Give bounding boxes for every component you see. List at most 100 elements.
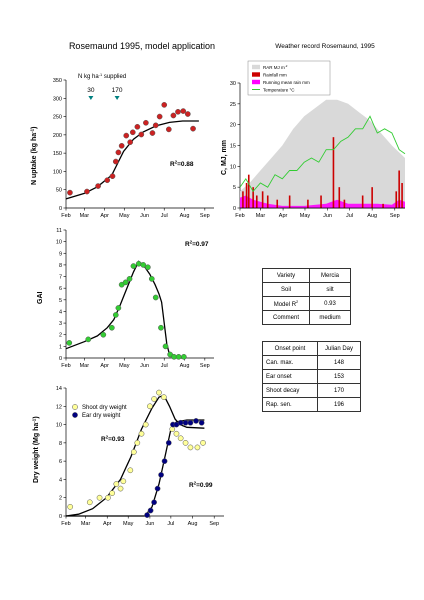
shoot-dry-weight-point	[177, 435, 184, 442]
ear-dry-weight-point	[193, 418, 199, 424]
n-uptake-r2-label: R2=0.88	[170, 160, 194, 168]
onset-header-key: Onset point	[262, 341, 318, 356]
model-r2-key-text: Model R	[273, 302, 297, 308]
weather-rainfall-bar	[276, 199, 279, 208]
gai-point	[162, 343, 169, 350]
ear-legend-label: Ear dry weight	[82, 413, 121, 419]
weather-rainfall-bar	[332, 137, 335, 208]
n-uptake-point	[67, 189, 73, 196]
weather-radiation-area	[240, 99, 405, 208]
n-uptake-point	[161, 102, 168, 108]
onset-row-shoot-decay: Shoot decay 170	[262, 383, 361, 398]
gai-y-label: GAI	[37, 292, 44, 305]
shoot-r2-label: R2=0.93	[101, 435, 125, 443]
dry-weight-x-tick-label: Jul	[167, 521, 174, 527]
weather-temperature-line	[239, 115, 406, 193]
gai-x-tick-label: Feb	[61, 363, 70, 369]
gai-point	[181, 353, 187, 360]
gai-point	[140, 262, 147, 268]
shoot-dry-weight-point	[142, 421, 149, 428]
n-application-marker	[88, 96, 94, 100]
onset-row-rap-sen: Rap. sen. 196	[262, 397, 361, 412]
gai-point	[130, 263, 137, 269]
dry-weight-y-tick-label: 4	[59, 477, 62, 483]
n-uptake-x-tick-label: Feb	[61, 213, 70, 219]
onset-row-ear-onset: Ear onset 153	[262, 369, 361, 384]
gai-x-tick-label: May	[119, 363, 130, 369]
weather-legend-swatch	[252, 64, 260, 70]
weather-x-tick-label: Feb	[235, 213, 244, 219]
gai-y-tick-label: 1	[59, 344, 62, 350]
dry-weight-x-tick-label: May	[123, 521, 134, 527]
dry-weight-y-tick-label: 14	[56, 386, 62, 392]
n-uptake-point	[115, 149, 122, 156]
gai-x-tick-label: Jun	[140, 363, 149, 369]
n-uptake-point	[84, 188, 90, 195]
weather-rainfall-bar	[242, 191, 244, 208]
gai-x-tick-label: Sep	[200, 363, 210, 369]
gai-point	[158, 324, 164, 331]
weather-rainfall-bar	[261, 191, 264, 208]
variety-value: Mercia	[309, 268, 351, 283]
ear-dry-weight-point	[198, 419, 205, 426]
onset-table: Onset point Julian Day Can. max. 148 Ear…	[262, 341, 361, 412]
weather-y-tick-label: 0	[233, 206, 236, 212]
gai-point	[100, 331, 107, 338]
shoot-dry-weight-point	[117, 485, 124, 492]
weather-rainfall-bar	[307, 199, 309, 208]
ear-model-line	[66, 419, 205, 517]
n-uptake-x-tick-label: May	[119, 213, 130, 219]
shoot-dry-weight-point	[187, 444, 194, 451]
weather-rainfall-bar	[247, 174, 250, 208]
n-uptake-x-tick-label: Aug	[180, 213, 190, 219]
dry-weight-y-tick-label: 8	[59, 441, 62, 447]
ear-dry-weight-point	[147, 507, 154, 514]
n-uptake-point	[156, 113, 163, 120]
ear-dry-weight-point	[161, 458, 168, 464]
gai-r2-label: R2=0.97	[185, 240, 209, 248]
gai-y-tick-label: 8	[59, 263, 62, 269]
n-application-marker	[114, 96, 120, 100]
n-uptake-y-tick-label: 250	[53, 115, 62, 121]
weather-legend-label: Rainfall mm	[263, 72, 287, 77]
comment-row: Comment medium	[262, 310, 351, 325]
shoot-dry-weight-point	[67, 504, 74, 510]
weather-x-tick-label: Aug	[367, 213, 377, 219]
ear-dry-weight-point	[187, 419, 194, 426]
n-uptake-point	[112, 158, 119, 165]
n-uptake-point	[138, 131, 145, 138]
n-uptake-point	[109, 173, 116, 180]
gai-y-tick-label: 0	[59, 356, 62, 362]
onset-header-row: Onset point Julian Day	[262, 341, 361, 356]
weather-rainfall-bar	[255, 195, 258, 208]
shoot-dry-weight-point	[138, 430, 145, 437]
weather-rainfall-bar	[338, 187, 341, 208]
shoot-dry-weight-point	[194, 444, 201, 451]
dry-weight-x-tick-label: Feb	[61, 521, 70, 527]
gai-point	[66, 340, 73, 346]
shoot-legend-marker	[72, 404, 78, 410]
weather-y-tick-label: 25	[230, 102, 236, 108]
n-uptake-y-tick-label: 0	[59, 206, 62, 212]
ear-dry-weight-point	[182, 419, 189, 426]
n-uptake-point	[184, 111, 191, 117]
weather-rainfall-bar	[382, 203, 384, 208]
variety-key: Variety	[262, 268, 310, 283]
n-uptake-y-tick-label: 350	[53, 78, 62, 84]
weather-y-tick-label: 15	[230, 144, 236, 150]
dry-weight-y-tick-label: 6	[59, 459, 62, 465]
weather-rainfall-bar	[395, 191, 398, 208]
gai-point	[108, 324, 115, 331]
onset-value: 196	[317, 397, 361, 412]
gai-point	[126, 276, 133, 282]
weather-x-tick-label: Jun	[323, 213, 332, 219]
onset-value: 148	[317, 355, 361, 370]
dry-weight-y-tick-label: 2	[59, 496, 62, 502]
gai-point	[112, 312, 119, 318]
n-uptake-point	[95, 183, 101, 189]
dry-weight-y-tick-label: 10	[56, 423, 62, 429]
weather-legend	[247, 60, 331, 96]
weather-legend-swatch	[252, 79, 260, 85]
shoot-dry-weight-point	[105, 494, 111, 501]
onset-key: Rap. sen.	[262, 397, 318, 412]
